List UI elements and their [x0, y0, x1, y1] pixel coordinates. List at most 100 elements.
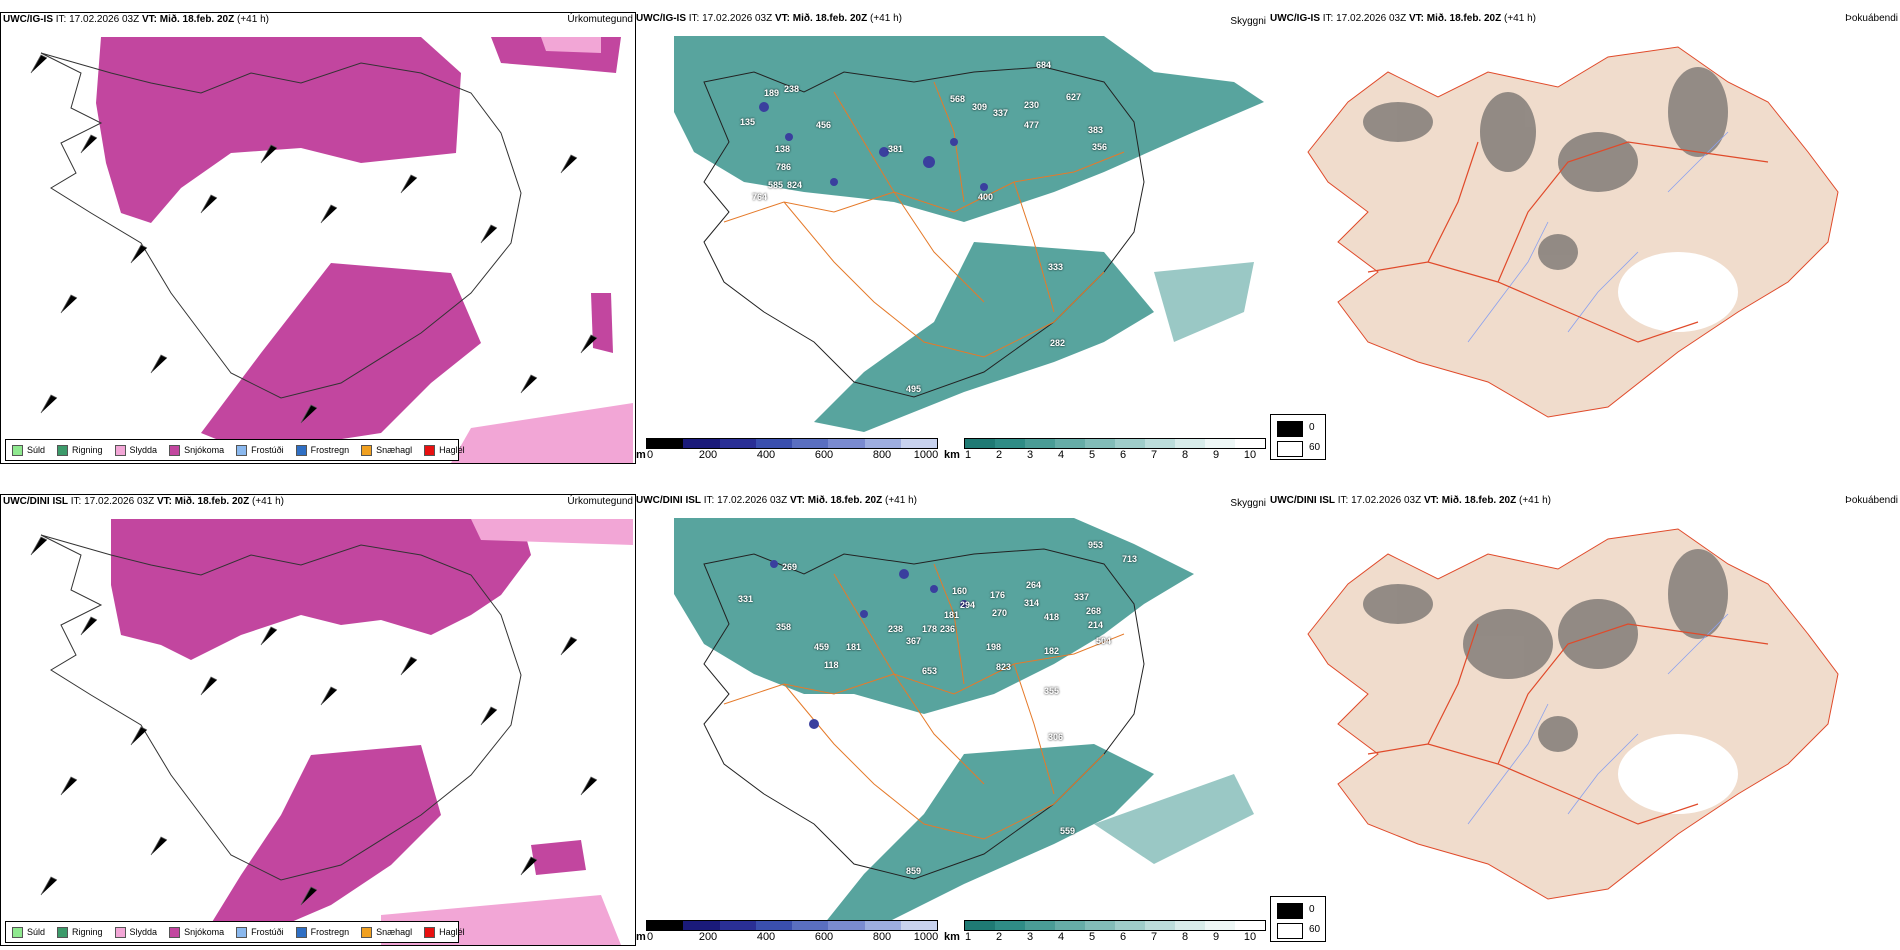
visibility-tick: 6	[1119, 931, 1127, 943]
precip-header-bottom: UWC/DINI ISL IT: 17.02.2026 03Z VT: Mið.…	[3, 496, 284, 507]
iceland-land	[1307, 528, 1839, 900]
model-name: UWC/IG-IS	[3, 14, 53, 25]
ceiling-labels-top: 189 238 135 456 138 786 585 824 764 568 …	[740, 60, 1108, 394]
init-time: IT: 17.02.2026 03Z	[55, 14, 140, 25]
sleet-area	[451, 37, 633, 463]
visibility-tick: 4	[1057, 931, 1065, 943]
fog-key-black	[1277, 903, 1303, 919]
legend-item: Slydda	[114, 926, 157, 938]
visibility-tick: 9	[1212, 931, 1220, 943]
visibility-tick: 10	[1243, 449, 1257, 461]
iceland-land	[1307, 46, 1839, 418]
ceiling-tick: 400	[756, 931, 776, 943]
legend-swatch	[361, 444, 373, 456]
snow-area	[96, 37, 621, 453]
visibility-tick: 5	[1088, 931, 1096, 943]
precip-title-bottom: Úrkomutegund	[567, 496, 633, 507]
fog-key-top: 0 60	[1270, 414, 1326, 460]
visibility-header-top: UWC/IG-IS IT: 17.02.2026 03Z VT: Mið. 18…	[636, 13, 902, 24]
legend-item: Frostregn	[295, 926, 349, 938]
precip-panel-top: UWC/IG-IS IT: 17.02.2026 03Z VT: Mið. 18…	[0, 12, 636, 464]
wind-barbs	[30, 54, 598, 424]
fog-key-bottom-value: 60	[1309, 924, 1321, 935]
precip-legend-top: Súld Rigning Slydda Snjókoma Frostúði Fr…	[5, 439, 465, 461]
glacier-blank	[1618, 252, 1738, 332]
visibility-tick: 2	[995, 449, 1003, 461]
ceiling-unit: m	[636, 449, 646, 461]
legend-swatch	[12, 926, 23, 938]
low-visibility-area	[824, 744, 1154, 924]
visibility-tick: 1	[964, 931, 972, 943]
ceiling-tick: 200	[698, 449, 718, 461]
legend-item: Snæhagl	[361, 444, 412, 456]
fog-panel-bottom: UWC/DINI ISL IT: 17.02.2026 03Z VT: Mið.…	[1268, 494, 1900, 944]
coastline	[40, 534, 522, 881]
visibility-unit: km	[944, 931, 960, 943]
ceiling-colorbar-bottom: m 0 200 400 600 800 1000	[636, 920, 940, 943]
ceiling-colorbar-top: m 0 200 400 600 800 1000	[636, 438, 940, 461]
visibility-tick: 4	[1057, 449, 1065, 461]
visibility-tick: 3	[1026, 449, 1034, 461]
legend-swatch	[57, 926, 69, 938]
snow-area	[111, 519, 586, 940]
legend-swatch	[295, 926, 307, 938]
legend-item: Snjókoma	[169, 444, 224, 456]
legend-swatch	[114, 926, 126, 938]
visibility-tick: 7	[1150, 931, 1158, 943]
low-visibility-area	[1094, 774, 1254, 864]
fog-title-bottom: Þokuábendi	[1845, 495, 1898, 506]
visibility-tick: 2	[995, 931, 1003, 943]
ceiling-tick: 800	[872, 931, 892, 943]
visibility-map-top	[674, 36, 1264, 432]
visibility-title-top: Skyggni	[1230, 16, 1266, 27]
visibility-unit: km	[944, 449, 960, 461]
rivers	[1467, 131, 1729, 343]
fog-key-white	[1277, 923, 1303, 939]
visibility-tick: 8	[1181, 449, 1189, 461]
precip-header-top: UWC/IG-IS IT: 17.02.2026 03Z VT: Mið. 18…	[3, 14, 269, 25]
visibility-tick: 5	[1088, 449, 1096, 461]
precip-title-top: Úrkomutegund	[567, 14, 633, 25]
legend-swatch	[114, 444, 126, 456]
ceiling-tick: 600	[814, 449, 834, 461]
legend-swatch	[236, 926, 248, 938]
ceiling-colorbar-strip	[646, 920, 938, 931]
ceiling-tick: 0	[646, 931, 654, 943]
legend-item: Haglél	[424, 444, 465, 456]
fog-key-top-value: 0	[1309, 904, 1315, 915]
legend-item: Súld	[12, 926, 45, 938]
visibility-tick: 10	[1243, 931, 1257, 943]
legend-item: Slydda	[114, 444, 157, 456]
ceiling-tick: 400	[756, 449, 776, 461]
legend-item: Snæhagl	[361, 926, 412, 938]
fog-key-black	[1277, 421, 1303, 437]
legend-item: Súld	[12, 444, 45, 456]
legend-item: Rigning	[57, 926, 103, 938]
legend-swatch	[295, 444, 307, 456]
fog-key-bottom-value: 60	[1309, 442, 1321, 453]
fog-header-bottom: UWC/DINI ISL IT: 17.02.2026 03Z VT: Mið.…	[1270, 495, 1551, 506]
ceiling-tick: 800	[872, 449, 892, 461]
low-visibility-area	[674, 36, 1264, 222]
fog-shading	[1363, 549, 1728, 752]
visibility-tick: 8	[1181, 931, 1189, 943]
visibility-tick: 7	[1150, 449, 1158, 461]
fog-key-bottom: 0 60	[1270, 896, 1326, 942]
visibility-tick: 1	[964, 449, 972, 461]
fog-map-top	[1307, 46, 1839, 418]
legend-swatch	[12, 444, 23, 456]
fog-key-white	[1277, 441, 1303, 457]
precip-legend-bottom: Súld Rigning Slydda Snjókoma Frostúði Fr…	[5, 921, 465, 943]
visibility-colorbar-strip	[964, 920, 1266, 931]
ceiling-colorbar-strip	[646, 438, 938, 449]
visibility-tick: 3	[1026, 931, 1034, 943]
legend-item: Frostúði	[236, 444, 284, 456]
glacier-blank	[1618, 734, 1738, 814]
precip-map-top	[30, 37, 633, 463]
ceiling-tick: 200	[698, 931, 718, 943]
visibility-panel-bottom: UWC/DINI ISL IT: 17.02.2026 03Z VT: Mið.…	[634, 494, 1268, 944]
ceiling-labels-bottom: 269 331 358 459 118 181 238 367 178 236 …	[738, 540, 1138, 876]
legend-item: Frostúði	[236, 926, 284, 938]
fog-title-top: Þokuábendi	[1845, 13, 1898, 24]
visibility-colorbar-bottom: km 1 2 3 4 5 6 7 8 9 10	[944, 920, 1268, 943]
